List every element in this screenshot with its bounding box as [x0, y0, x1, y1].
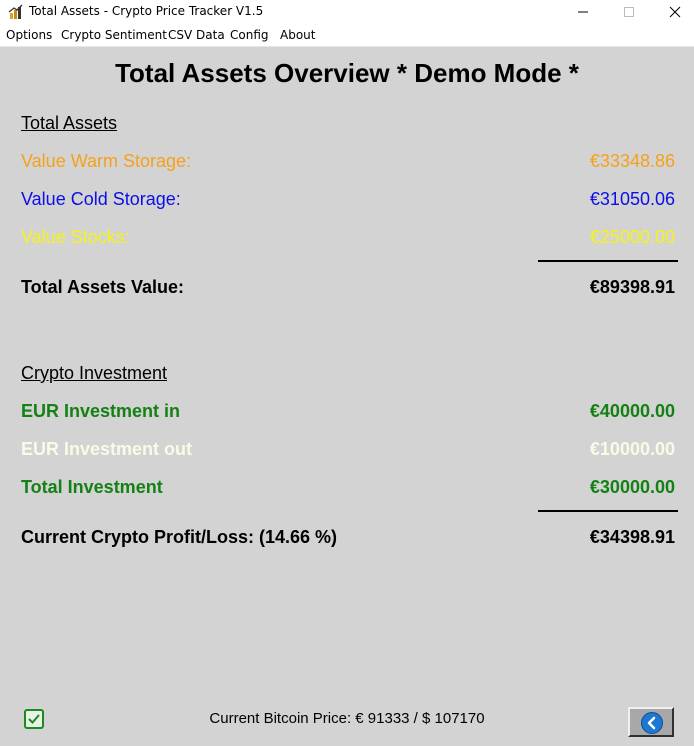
menu-options[interactable]: Options: [6, 28, 53, 42]
menu-csv-data[interactable]: CSV Data: [168, 28, 225, 42]
assets-sum-divider: [538, 260, 678, 262]
menu-about[interactable]: About: [280, 28, 316, 42]
maximize-button[interactable]: [606, 0, 652, 25]
stocks-value: €25000.00: [589, 227, 675, 247]
menu-bar: Options Crypto Sentiment CSV Data Config…: [0, 25, 694, 47]
investment-in-value: €40000.00: [589, 401, 675, 421]
profit-loss-label: Current Crypto Profit/Loss: (14.66 %): [21, 527, 338, 547]
page-title: Total Assets Overview * Demo Mode *: [115, 58, 579, 88]
cold-storage-value: €31050.06: [589, 189, 675, 209]
checkbox-checked-icon[interactable]: [24, 709, 44, 729]
investment-out-value: €10000.00: [589, 439, 675, 459]
back-arrow-icon: [641, 712, 663, 734]
window-title: Total Assets - Crypto Price Tracker V1.5: [29, 4, 264, 18]
window-titlebar[interactable]: Total Assets - Crypto Price Tracker V1.5: [0, 0, 694, 25]
minimize-button[interactable]: [560, 0, 606, 25]
back-button[interactable]: [628, 707, 674, 737]
profit-loss-value: €34398.91: [589, 527, 675, 547]
close-button[interactable]: [652, 0, 694, 25]
investment-in-label: EUR Investment in: [21, 401, 181, 421]
total-investment-label: Total Investment: [21, 477, 163, 497]
bar-chart-app-icon: [8, 4, 24, 20]
total-assets-value: €89398.91: [589, 277, 675, 297]
bitcoin-price-status: Current Bitcoin Price: € 91333 / $ 10717…: [209, 710, 485, 727]
menu-config[interactable]: Config: [230, 28, 269, 42]
investment-out-label: EUR Investment out: [21, 439, 193, 459]
stocks-label: Value Stocks:: [21, 227, 130, 247]
warm-storage-label: Value Warm Storage:: [21, 151, 192, 171]
total-assets-heading: Total Assets: [21, 113, 118, 133]
crypto-investment-heading: Crypto Investment: [21, 363, 168, 383]
cold-storage-label: Value Cold Storage:: [21, 189, 181, 209]
total-investment-value: €30000.00: [589, 477, 675, 497]
investment-sum-divider: [538, 510, 678, 512]
warm-storage-value: €33348.86: [589, 151, 675, 171]
menu-crypto-sentiment[interactable]: Crypto Sentiment: [61, 28, 167, 42]
total-assets-label: Total Assets Value:: [21, 277, 185, 297]
